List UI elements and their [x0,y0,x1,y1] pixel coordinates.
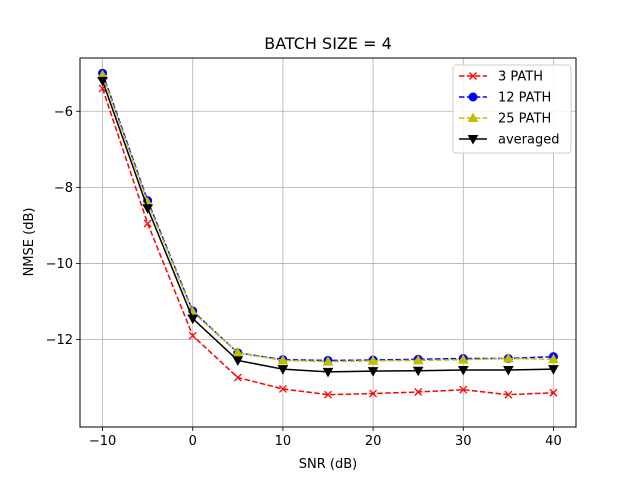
legend-item: 25 PATH [459,112,551,127]
legend-item: 3 PATH [459,70,543,85]
x-axis: −10 0 10 20 30 40 [89,427,562,449]
data-point [232,347,244,357]
legend-marker [469,72,477,80]
data-point [457,365,469,376]
data-point [503,365,514,376]
data-point [142,204,153,214]
series-line [101,88,554,396]
series-3 [97,76,559,378]
data-point [187,314,199,325]
legend-marker [467,135,479,145]
data-point [277,354,289,365]
series-2 [97,69,559,366]
data-point [232,356,244,366]
data-point [233,373,242,382]
data-point [97,76,108,87]
data-point [324,390,332,399]
x-axis-label: SNR (dB) [299,457,357,472]
y-tick-label: −6 [54,105,73,120]
y-axis: −6 −8 −10 −12 [46,105,80,348]
data-point [414,388,423,396]
x-tick-label: 40 [545,434,562,449]
series-0 [98,84,558,399]
x-tick-label: 10 [275,434,292,449]
x-tick-label: 20 [365,434,382,449]
data-point [322,356,334,366]
data-point [322,367,334,378]
y-tick-label: −12 [46,333,73,348]
legend-label: averaged [498,133,559,148]
y-tick-label: −10 [46,257,73,272]
data-point [367,367,379,377]
legend-label: 3 PATH [498,70,543,85]
data-point [412,366,424,377]
data-point [548,365,559,375]
legend-item: averaged [459,133,559,148]
data-point [503,353,514,363]
y-tick-label: −8 [54,181,73,196]
data-point [369,389,378,398]
data-point [277,365,289,375]
plot-frame [79,57,577,428]
data-point [412,354,424,365]
data-point [548,353,559,364]
legend: 3 PATH 12 PATH 25 PATH averaged [452,64,572,154]
legend-item: 12 PATH [459,91,551,106]
x-tick-label: 0 [189,434,197,449]
y-axis-label: NMSE (dB) [22,208,37,277]
data-point [549,388,558,397]
data-point [459,385,468,394]
series-layer [97,68,559,399]
chart-title: BATCH SIZE = 4 [264,34,392,53]
legend-label: 12 PATH [498,91,551,106]
data-point [188,331,197,340]
x-tick-label: 30 [455,434,472,449]
data-point [457,354,469,364]
data-point [504,390,513,399]
data-point [367,355,379,365]
legend-label: 25 PATH [498,112,551,127]
x-tick-label: −10 [89,434,116,449]
data-point [143,219,152,228]
legend-marker [468,92,478,102]
legend-box [452,64,572,154]
legend-marker [467,112,479,122]
data-point [278,384,287,393]
